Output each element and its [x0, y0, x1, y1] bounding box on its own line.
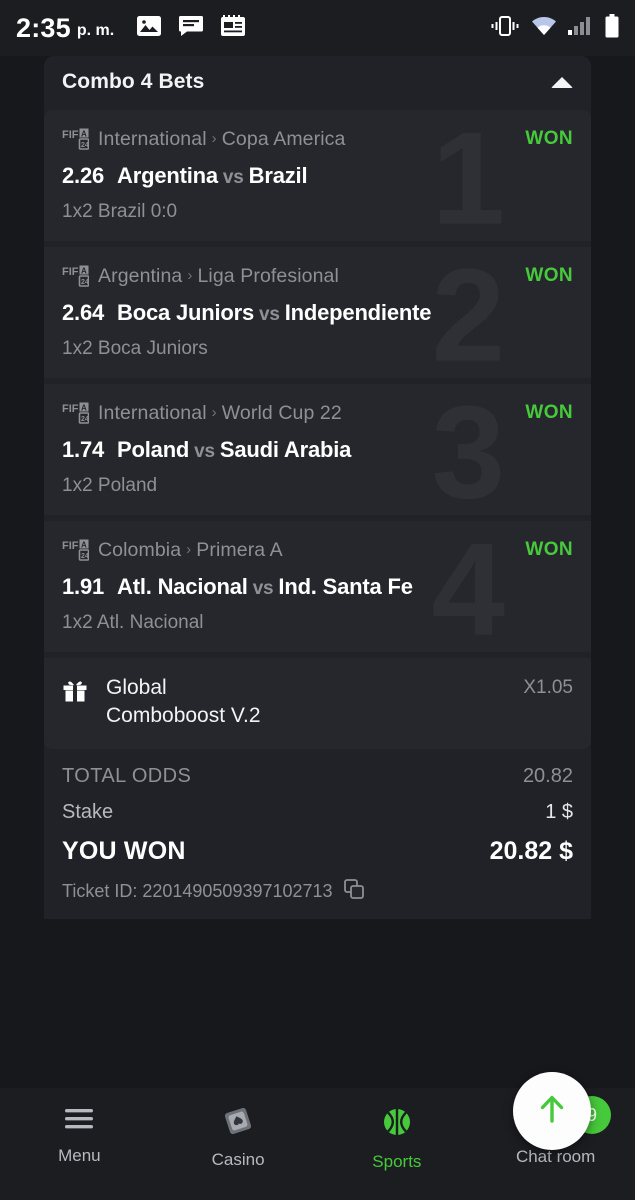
- svg-text:24: 24: [81, 416, 89, 423]
- bet-league: Colombia › Primera A: [98, 538, 283, 561]
- ticket-id-label: Ticket ID: 2201490509397102713: [62, 881, 333, 902]
- bet-market: 1x2 Brazil 0:0: [62, 201, 178, 222]
- bet-league: Argentina › Liga Profesional: [98, 264, 339, 287]
- bet-status-badge: WON: [525, 402, 573, 423]
- svg-text:FIF: FIF: [62, 403, 79, 415]
- total-odds-label: TOTAL ODDS: [62, 764, 192, 787]
- status-bar-time: 2:35: [16, 12, 71, 43]
- stake-label: Stake: [62, 800, 114, 823]
- svg-text:24: 24: [81, 279, 89, 286]
- svg-text:A: A: [81, 267, 87, 276]
- wifi-icon: [531, 15, 557, 42]
- nav-item-menu[interactable]: Menu: [0, 1106, 159, 1166]
- you-won-label: YOU WON: [62, 836, 186, 865]
- comboboost-multiplier: X1.05: [523, 677, 573, 698]
- hamburger-icon: [62, 1106, 96, 1137]
- bet-market: 1x2 Boca Juniors: [62, 338, 208, 359]
- combo-title: Combo 4 Bets: [62, 70, 205, 93]
- nav-item-casino[interactable]: Casino: [159, 1106, 318, 1170]
- vibrate-icon: [490, 15, 520, 42]
- signal-icon: [568, 15, 594, 42]
- svg-text:FIF: FIF: [62, 540, 79, 552]
- bet-status-badge: WON: [525, 539, 573, 560]
- svg-text:24: 24: [81, 553, 89, 560]
- bet-league: International › Copa America: [98, 127, 346, 150]
- nav-item-chat-room[interactable]: Chat room: [476, 1106, 635, 1167]
- svg-text:24: 24: [81, 142, 89, 149]
- gift-icon: [62, 677, 88, 708]
- bet-status-badge: WON: [525, 265, 573, 286]
- casino-chip-icon: [221, 1106, 255, 1141]
- nav-item-sports[interactable]: Sports: [318, 1106, 477, 1172]
- bet-market: 1x2 Poland: [62, 475, 158, 496]
- image-icon: [136, 15, 162, 42]
- bet-market: 1x2 Atl. Nacional: [62, 612, 204, 633]
- comboboost-name: Global Comboboost V.2: [106, 676, 261, 728]
- status-bar: 2:35 p. m.: [0, 0, 635, 56]
- you-won-value: 20.82 $: [489, 836, 573, 865]
- svg-text:A: A: [81, 404, 87, 413]
- battery-icon: [605, 13, 619, 43]
- total-odds-row: TOTAL ODDS 20.82: [62, 765, 573, 788]
- bet-teams: Argentina vs Brazil: [117, 163, 308, 188]
- svg-text:A: A: [81, 130, 87, 139]
- stake-row: Stake 1 $: [62, 801, 573, 824]
- nav-label-menu: Menu: [58, 1146, 101, 1165]
- svg-text:FIF: FIF: [62, 266, 79, 278]
- bet-odd: 1.91: [62, 574, 105, 599]
- stake-value: 1 $: [545, 800, 573, 823]
- bet-teams: Boca Juniors vs Independiente: [117, 300, 432, 325]
- bet-status-badge: WON: [525, 128, 573, 149]
- total-odds-value: 20.82: [522, 764, 573, 787]
- combo-header[interactable]: Combo 4 Bets: [44, 56, 591, 110]
- arrow-up-icon: [532, 1089, 572, 1134]
- nav-label-sports: Sports: [372, 1152, 422, 1171]
- bet-odd: 2.64: [62, 300, 105, 325]
- svg-text:FIF: FIF: [62, 129, 79, 141]
- fifa-icon: FIF A 24: [62, 538, 89, 563]
- bet-odd: 1.74: [62, 437, 105, 462]
- scroll-to-top-button[interactable]: [513, 1072, 591, 1150]
- status-bar-ampm: p. m.: [76, 22, 115, 39]
- bet-league: International › World Cup 22: [98, 401, 342, 424]
- comboboost-row[interactable]: Global Comboboost V.2 X1.05: [44, 658, 591, 749]
- ticket-summary: TOTAL ODDS 20.82 Stake 1 $ YOU WON 20.82…: [44, 749, 591, 919]
- copy-icon[interactable]: [343, 878, 365, 905]
- bet-teams: Atl. Nacional vs Ind. Santa Fe: [117, 574, 413, 599]
- nav-label-casino: Casino: [211, 1150, 265, 1169]
- fifa-icon: FIF A 24: [62, 264, 89, 289]
- fifa-icon: FIF A 24: [62, 401, 89, 426]
- caret-up-icon[interactable]: [551, 76, 573, 88]
- you-won-row: YOU WON 20.82 $: [62, 837, 573, 866]
- message-icon: [178, 15, 204, 42]
- fifa-icon: FIF A 24: [62, 127, 89, 152]
- svg-text:A: A: [81, 541, 87, 550]
- basketball-icon: [381, 1106, 413, 1143]
- bet-odd: 2.26: [62, 163, 105, 188]
- nav-label-chat-room: Chat room: [515, 1147, 596, 1166]
- news-icon: [220, 14, 246, 42]
- bet-teams: Poland vs Saudi Arabia: [117, 437, 352, 462]
- ticket-id-row[interactable]: Ticket ID: 2201490509397102713: [62, 878, 573, 905]
